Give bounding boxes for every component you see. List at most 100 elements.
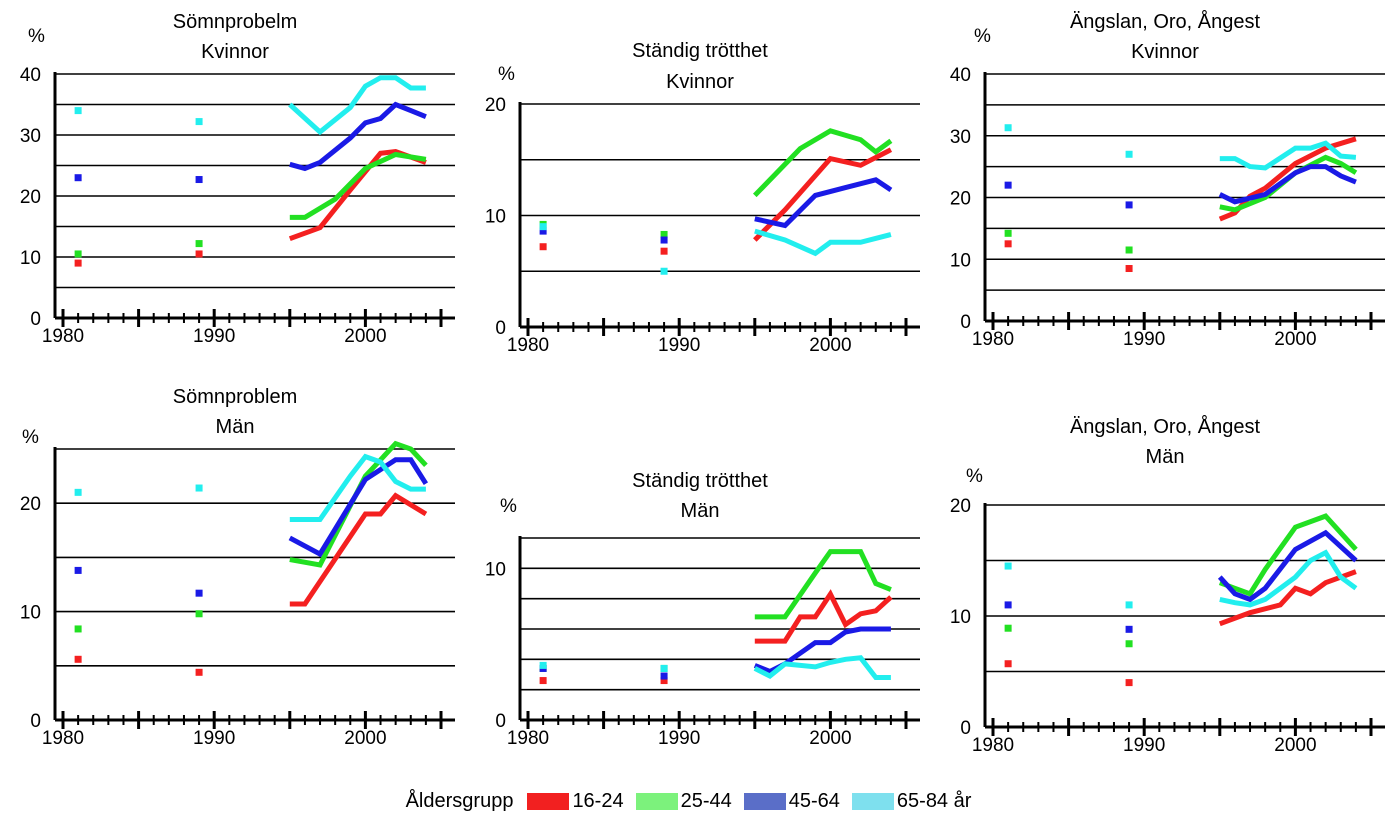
x-tick-label: 2000 [344,326,386,347]
y-tick-label: 10 [950,607,971,628]
series-line-45-64 [1217,529,1358,603]
data-point-45-64 [195,589,203,597]
y-tick-label: 10 [950,250,971,271]
series-line-45-64 [289,101,427,172]
legend-swatch-16-24 [527,792,570,810]
data-point-16-24 [195,668,203,676]
panel-title-line: Ängslan, Oro, Ångest [1070,10,1261,33]
legend-swatch-25-44 [635,792,678,810]
y-tick-label: 10 [485,207,506,228]
x-tick-label: 1980 [507,728,549,749]
series-line-45-64 [754,177,893,229]
series-line-45-64 [288,457,429,558]
data-point-45-64 [660,236,668,244]
data-point-65-84 [195,484,203,492]
y-tick-label: 40 [950,65,971,86]
legend-item-16-24: 16-24 [527,789,624,813]
series-line-16-24 [754,589,893,644]
data-point-65-84 [195,118,203,126]
panel-title-line: Kvinnor [201,41,269,63]
data-point-16-24 [195,250,203,258]
y-tick-label: 0 [960,312,971,333]
legend-item-25-44: 25-44 [635,789,732,813]
y-tick-label: 20 [950,189,971,210]
data-point-25-44 [1125,640,1133,648]
y-tick-label: 0 [30,711,41,732]
x-tick-label: 2000 [1274,329,1316,350]
y-axis-label: % [22,427,39,448]
y-tick-label: 0 [960,718,971,739]
legend-swatch-45-64 [743,792,786,810]
y-tick-label: 0 [495,318,506,339]
data-point-65-84 [1125,150,1133,158]
panel-title-line: Ängslan, Oro, Ångest [1070,415,1261,438]
legend-label-16-24: 16-24 [572,789,624,812]
data-point-45-64 [539,227,547,235]
legend-label-65-84: 65-84 år [896,789,972,812]
panel-5: Ständig trötthet Män% 1980 1990 2000 0 10 [485,470,920,749]
data-point-45-64 [1004,181,1012,189]
data-point-16-24 [539,677,547,685]
data-point-16-24 [1125,265,1133,273]
y-tick-label: 20 [950,496,971,517]
legend-item-65-84: 65-84 år [851,789,972,813]
x-tick-label: 1980 [42,326,84,347]
data-point-25-44 [74,250,82,258]
y-axis-label: % [498,64,515,85]
x-tick-label: 2000 [809,728,851,749]
legend-item-45-64: 45-64 [743,789,840,813]
x-tick-label: 1990 [658,335,700,356]
x-tick-label: 1990 [658,728,700,749]
x-tick-label: 2000 [809,335,851,356]
x-tick-label: 1980 [42,728,84,749]
x-tick-label: 1980 [972,735,1014,756]
series-line-25-44 [289,151,427,220]
data-point-25-44 [1004,229,1012,237]
series-line-25-44 [754,549,892,620]
data-point-65-84 [1125,601,1133,609]
x-tick-label: 1990 [1123,329,1165,350]
series-line-16-24 [289,492,428,607]
x-tick-label: 1990 [1123,735,1165,756]
series-line-65-84 [1219,140,1357,171]
data-point-16-24 [1125,679,1133,687]
legend-label-25-44: 25-44 [680,789,732,812]
panel-title-line: Ständig trötthet [632,40,768,62]
legend-label-45-64: 45-64 [788,789,840,812]
y-axis-label: % [966,466,983,487]
series-line-25-44 [1218,513,1358,597]
data-point-65-84 [1004,124,1012,132]
data-point-25-44 [1004,624,1012,632]
series-line-65-84 [754,228,892,257]
data-point-16-24 [1004,240,1012,248]
data-point-45-64 [74,566,82,574]
panel-title-line: Kvinnor [666,71,734,93]
data-point-45-64 [74,174,82,182]
data-point-16-24 [1004,660,1012,668]
y-tick-label: 30 [20,126,41,147]
panel-title-line: Män [681,500,720,522]
x-tick-label: 1980 [972,329,1014,350]
data-point-65-84 [539,661,547,669]
x-tick-label: 2000 [344,728,386,749]
data-point-45-64 [1004,601,1012,609]
x-tick-label: 2000 [1274,735,1316,756]
y-axis-label: % [974,26,991,47]
series-line-25-44 [753,128,893,198]
series-line-65-84 [289,453,426,522]
y-axis-label: % [500,496,517,517]
panel-title-line: Män [1146,446,1185,468]
panel-title-line: Män [216,416,255,438]
y-tick-label: 10 [485,559,506,580]
data-point-16-24 [74,655,82,663]
panel-title-line: Kvinnor [1131,41,1199,63]
y-tick-label: 0 [30,309,41,330]
data-point-16-24 [660,677,668,685]
data-point-65-84 [1004,562,1012,570]
y-tick-label: 20 [20,494,41,515]
data-point-25-44 [195,610,203,618]
panel-4: Sömnproblem Män% 1980 1990 2000 0 10 20 [20,386,455,749]
data-point-25-44 [74,625,82,633]
series-line-16-24 [1218,136,1357,222]
